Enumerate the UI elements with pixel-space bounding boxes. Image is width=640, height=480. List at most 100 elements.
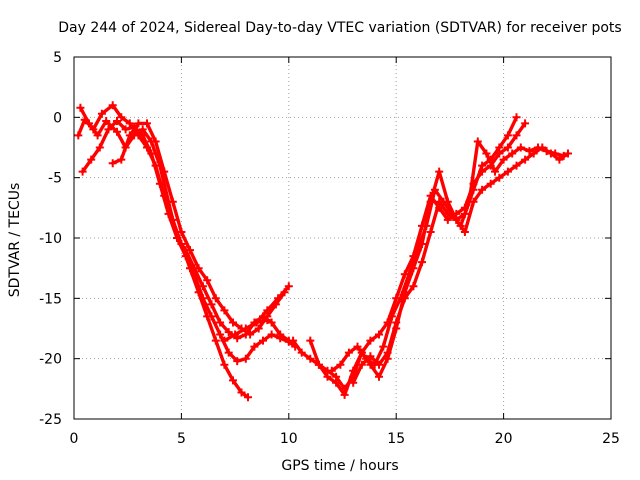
- data-point: [452, 215, 461, 224]
- data-point: [113, 127, 121, 136]
- data-point: [207, 300, 216, 309]
- data-point: [121, 125, 130, 134]
- data-point: [151, 137, 160, 146]
- data-point: [87, 155, 96, 164]
- y-tick-label: -5: [48, 171, 62, 187]
- data-point: [78, 167, 87, 176]
- data-point: [314, 360, 323, 369]
- data-point: [263, 316, 272, 325]
- data-point: [104, 125, 113, 134]
- data-point: [413, 246, 422, 255]
- ticks: [73, 56, 612, 420]
- tick-labels: 0 5 10 15 20 25 5 0 -5 -10 -15 -20 -25: [39, 50, 620, 447]
- y-tick-label: -25: [39, 412, 62, 428]
- data-point: [375, 360, 383, 369]
- data-point: [173, 234, 182, 242]
- data-point: [284, 282, 293, 291]
- data-point: [521, 155, 530, 164]
- data-point: [469, 185, 478, 194]
- data-point: [422, 221, 431, 230]
- x-tick-label: 0: [70, 431, 79, 447]
- data-point: [276, 330, 285, 339]
- data-point: [525, 147, 534, 156]
- y-tick-label: -15: [39, 291, 62, 307]
- data-point: [379, 342, 388, 351]
- chart-title: Day 244 of 2024, Sidereal Day-to-day VTE…: [58, 20, 621, 36]
- data-point: [551, 149, 560, 158]
- data-point: [499, 155, 508, 164]
- data-point: [327, 366, 336, 375]
- y-tick-label: -10: [39, 231, 62, 247]
- data-point: [138, 131, 147, 140]
- data-point: [400, 294, 409, 303]
- data-point: [95, 143, 104, 152]
- data-point: [297, 348, 306, 357]
- data-point: [203, 276, 212, 285]
- data-point: [443, 209, 452, 218]
- data-point: [435, 197, 444, 206]
- data-point: [340, 390, 349, 399]
- data-point: [405, 270, 414, 279]
- data-point: [198, 294, 207, 303]
- data-point: [160, 167, 169, 176]
- data-point: [241, 354, 250, 363]
- data-point: [76, 103, 85, 112]
- data-point: [486, 179, 495, 188]
- data-point: [344, 348, 353, 357]
- series-track-10: [220, 316, 272, 345]
- data-point: [392, 318, 401, 327]
- data-point: [435, 167, 444, 176]
- series-track-5: [289, 119, 530, 393]
- data-point: [207, 312, 216, 321]
- data-point: [93, 131, 102, 140]
- data-point: [456, 221, 465, 230]
- data-point: [231, 330, 240, 339]
- data-point: [229, 318, 237, 327]
- data-point: [430, 185, 439, 194]
- series-track-4: [108, 119, 289, 339]
- data-point: [224, 328, 233, 337]
- series-line: [330, 139, 566, 373]
- data-point: [366, 352, 375, 361]
- data-point: [211, 294, 220, 303]
- series-track-8: [349, 113, 521, 387]
- data-point: [216, 330, 225, 339]
- data-point: [383, 348, 392, 357]
- data-point: [267, 330, 276, 339]
- data-point: [473, 137, 482, 146]
- data-point: [168, 197, 177, 206]
- data-point: [220, 360, 229, 369]
- data-point: [85, 119, 93, 128]
- data-point: [241, 324, 250, 333]
- data-point: [155, 179, 164, 188]
- data-point: [534, 143, 542, 152]
- data-point: [306, 354, 315, 363]
- data-point: [194, 264, 203, 273]
- data-point: [460, 209, 469, 218]
- data-point: [495, 143, 504, 152]
- data-point: [542, 147, 551, 156]
- data-point: [512, 131, 521, 140]
- data-point: [147, 149, 156, 158]
- data-point: [274, 294, 283, 303]
- data-point: [134, 119, 143, 128]
- data-point: [375, 372, 383, 381]
- data-point: [229, 376, 237, 385]
- data-point: [564, 149, 572, 158]
- y-axis-label: SDTVAR / TECUs: [7, 183, 23, 298]
- data-point: [143, 119, 151, 128]
- data-point: [125, 131, 134, 140]
- data-point: [357, 360, 366, 369]
- data-point: [375, 330, 383, 339]
- data-point: [426, 228, 435, 236]
- data-point: [306, 336, 315, 345]
- data-point: [259, 336, 267, 345]
- data-point: [244, 393, 252, 402]
- data-point: [224, 348, 233, 357]
- data-point: [486, 155, 495, 164]
- data-point: [198, 282, 207, 291]
- data-point: [512, 113, 521, 122]
- data-point: [366, 336, 375, 345]
- data-point: [252, 318, 261, 327]
